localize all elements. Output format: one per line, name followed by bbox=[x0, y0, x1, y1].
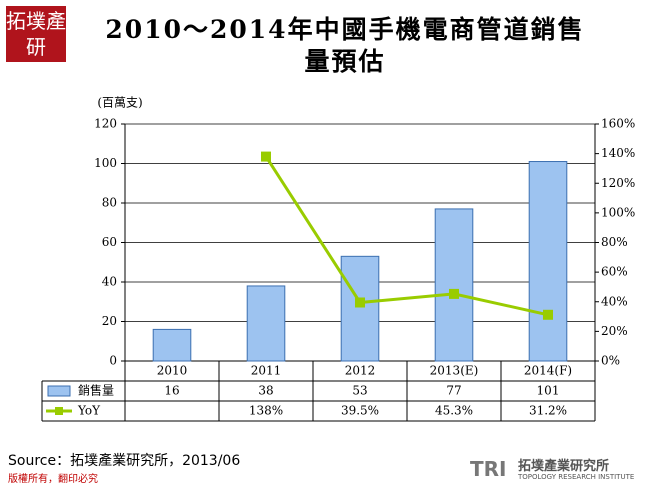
bar bbox=[152, 328, 192, 362]
x-tick-label: 2014(F) bbox=[524, 364, 572, 378]
y2-tick-label: 100% bbox=[601, 205, 635, 219]
table-value: 39.5% bbox=[341, 404, 379, 418]
y-tick-label: 100 bbox=[94, 156, 117, 170]
logo: 拓墣產研 bbox=[6, 6, 66, 62]
line-marker bbox=[261, 151, 271, 162]
y-tick-label: 120 bbox=[94, 117, 117, 131]
bar bbox=[434, 208, 474, 362]
y2-tick-label: 60% bbox=[601, 265, 628, 279]
y2-tick-label: 160% bbox=[601, 117, 635, 131]
y-tick-label: 0 bbox=[109, 354, 117, 368]
chart-title: 2010～2014年中國手機電商管道銷售量預估 bbox=[105, 15, 585, 76]
bar bbox=[246, 285, 286, 362]
table-value: 16 bbox=[164, 384, 179, 398]
table-value: 138% bbox=[249, 404, 283, 418]
y2-tick-label: 20% bbox=[601, 324, 628, 338]
table-value: 31.2% bbox=[529, 404, 567, 418]
y-unit: (百萬支) bbox=[97, 96, 142, 110]
copyright: 版權所有，翻印必究 bbox=[8, 474, 98, 485]
brand-english: TOPOLOGY RESEARCH INSTITUTE bbox=[518, 473, 635, 481]
source: Source：拓墣產業研究所，2013/06 bbox=[8, 453, 241, 469]
y2-tick-label: 0% bbox=[601, 354, 620, 368]
table-value: 101 bbox=[537, 384, 560, 398]
line-marker bbox=[355, 297, 365, 308]
y-tick-label: 40 bbox=[102, 275, 117, 289]
y-tick-label: 60 bbox=[102, 235, 117, 249]
legend-marker bbox=[55, 407, 63, 415]
y2-tick-label: 140% bbox=[601, 146, 635, 160]
x-tick-label: 2010 bbox=[157, 364, 188, 378]
table-value: 77 bbox=[446, 384, 461, 398]
x-tick-label: 2012 bbox=[345, 364, 376, 378]
brand-name: 拓墣產業研究所 bbox=[518, 459, 610, 474]
legend-label: YoY bbox=[77, 404, 101, 418]
x-tick-label: 2011 bbox=[251, 364, 282, 378]
y2-tick-label: 80% bbox=[601, 235, 628, 249]
table-value: 45.3% bbox=[435, 404, 473, 418]
table-value: 38 bbox=[258, 384, 273, 398]
line-marker bbox=[449, 288, 459, 299]
legend-label: 銷售量 bbox=[78, 383, 114, 398]
x-tick-label: 2013(E) bbox=[430, 364, 479, 378]
line bbox=[264, 155, 549, 317]
bar bbox=[528, 161, 568, 362]
legend-swatch bbox=[47, 385, 71, 397]
line-marker bbox=[543, 309, 553, 320]
y-tick-label: 20 bbox=[102, 314, 117, 328]
bar bbox=[340, 255, 380, 362]
table-value: 53 bbox=[352, 384, 367, 398]
y-tick-label: 80 bbox=[102, 196, 117, 210]
y2-tick-label: 40% bbox=[601, 294, 628, 308]
chart: (百萬支) 0 20 40 60 80 100 120 0% 20% 40% 60% 80% 100% 1… bbox=[41, 96, 635, 422]
y2-tick-label: 120% bbox=[601, 176, 635, 190]
brand-mark: TRI bbox=[470, 457, 507, 481]
